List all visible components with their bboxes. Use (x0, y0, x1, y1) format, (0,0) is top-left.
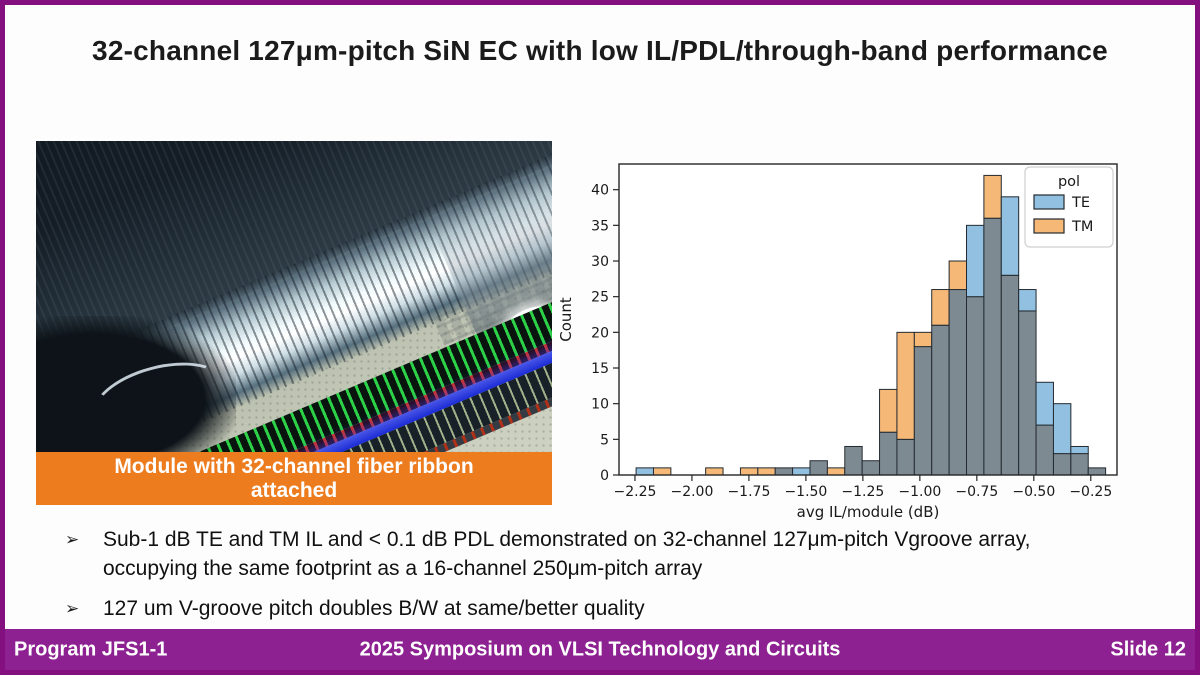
svg-text:Count: Count (557, 297, 575, 342)
bullet-arrow-icon: ➢ (65, 599, 80, 618)
svg-text:10: 10 (591, 397, 609, 413)
footer-bar: Program JFS1-1 2025 Symposium on VLSI Te… (5, 629, 1195, 670)
svg-text:0: 0 (600, 468, 609, 484)
slide-title: 32-channel 127μm-pitch SiN EC with low I… (92, 35, 1108, 66)
photo-caption-line2: attached (250, 478, 338, 502)
svg-text:30: 30 (591, 254, 609, 270)
svg-text:avg IL/module (dB): avg IL/module (dB) (797, 503, 940, 521)
svg-text:15: 15 (591, 361, 609, 377)
svg-text:−1.00: −1.00 (898, 484, 941, 500)
svg-text:20: 20 (591, 325, 609, 341)
svg-text:−0.75: −0.75 (955, 484, 998, 500)
svg-text:−1.50: −1.50 (784, 484, 827, 500)
svg-text:−0.25: −0.25 (1069, 484, 1112, 500)
module-photo: Module with 32-channel fiber ribbon atta… (36, 141, 552, 505)
bullet-text: 127 um V-groove pitch doubles B/W at sam… (103, 597, 645, 620)
svg-text:5: 5 (600, 432, 609, 448)
svg-text:pol: pol (1058, 174, 1080, 190)
footer-program: Program JFS1-1 (14, 638, 168, 660)
svg-text:−2.00: −2.00 (670, 484, 713, 500)
bullet-item: ➢ Sub-1 dB TE and TM IL and < 0.1 dB PDL… (65, 525, 1125, 583)
svg-text:40: 40 (591, 183, 609, 199)
bullet-item: ➢ 127 um V-groove pitch doubles B/W at s… (65, 594, 1125, 623)
svg-text:TM: TM (1071, 219, 1093, 235)
svg-text:35: 35 (591, 218, 609, 234)
svg-text:TE: TE (1071, 195, 1090, 211)
il-histogram-chart: −2.25 −2.00 −1.75 −1.50 −1.25 −1.00 −0.75 −0.50… (557, 145, 1187, 530)
footer-slide-number: Slide 12 (1110, 638, 1186, 660)
photo-caption-line1: Module with 32-channel fiber ribbon (114, 454, 474, 478)
module-photo-image (36, 141, 552, 452)
histogram-svg: −2.25 −2.00 −1.75 −1.50 −1.25 −1.00 −0.75 −0.50… (557, 163, 1118, 521)
photo-caption: Module with 32-channel fiber ribbon atta… (36, 452, 552, 505)
bullet-arrow-icon: ➢ (65, 530, 80, 549)
svg-text:−2.25: −2.25 (614, 484, 657, 500)
svg-text:−1.25: −1.25 (841, 484, 884, 500)
bullet-list: ➢ Sub-1 dB TE and TM IL and < 0.1 dB PDL… (65, 525, 1125, 634)
footer-conference: 2025 Symposium on VLSI Technology and Ci… (359, 638, 841, 660)
svg-text:25: 25 (591, 290, 609, 306)
photo-epoxy-blob (36, 316, 236, 452)
svg-text:−0.50: −0.50 (1012, 484, 1055, 500)
bullet-text: Sub-1 dB TE and TM IL and < 0.1 dB PDL d… (103, 528, 1031, 580)
svg-text:−1.75: −1.75 (727, 484, 770, 500)
